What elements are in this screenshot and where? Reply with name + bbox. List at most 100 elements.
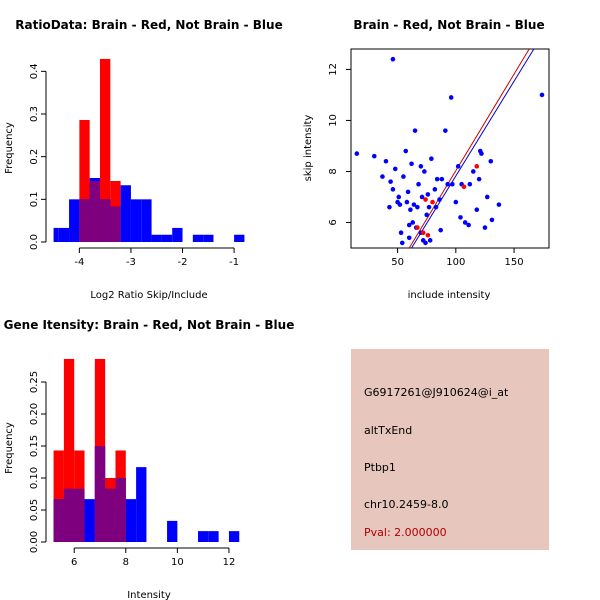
scatter-point-not-brain [470, 169, 476, 174]
scatter-point-brain [425, 232, 431, 238]
gene-symbol: Ptbp1 [364, 461, 396, 474]
scatter-point-not-brain [388, 179, 393, 184]
scatter-point-not-brain [489, 217, 495, 223]
ratio-hist-x-tick-label: -4 [74, 257, 84, 268]
scatter-point-not-brain [484, 194, 490, 200]
scatter-x-tick-label: 150 [505, 257, 524, 268]
scatter-point-not-brain [396, 194, 402, 200]
scatter-point-not-brain [437, 197, 442, 202]
scatter-ylabel: skip intensity [303, 115, 314, 182]
intensity-hist-x-tick-label: 8 [123, 557, 129, 568]
ratio-hist-y-tick-label: 0.3 [29, 106, 40, 122]
intensity-histogram-xlabel: Intensity [127, 590, 171, 600]
scatter-point-brain [420, 230, 426, 235]
intensity-hist-bar-not-brain [228, 531, 240, 542]
intensity-histogram-bars [53, 358, 240, 542]
scatter-point-not-brain [496, 202, 502, 207]
scatter-point-not-brain [427, 238, 433, 243]
ratio-hist-bar-overlap [89, 180, 100, 242]
ratio-hist-bar-overlap [100, 199, 111, 242]
scatter-point-not-brain [398, 230, 404, 235]
scatter-point-brain [423, 197, 428, 202]
scatter-point-not-brain [406, 235, 412, 241]
ratio-hist-y-tick-label: 0.2 [29, 149, 40, 165]
intensity-hist-y-tick-label: 0.15 [29, 435, 40, 457]
intensity-scatter-panel: Brain - Red, Not Brain - Blue 50 100 150 6 8… [303, 18, 550, 301]
scatter-point-not-brain [383, 158, 389, 164]
ratio-hist-y-tick-label: 0.4 [29, 63, 40, 79]
ratio-hist-bar-not-brain [58, 227, 70, 242]
intensity-histogram-panel: Gene Itensity: Brain - Red, Not Brain - … [4, 318, 295, 600]
scatter-point-not-brain [390, 56, 396, 62]
scatter-point-not-brain [479, 151, 484, 156]
probe-info-panel: G6917261@J910624@i_at altTxEnd Ptbp1 chr… [351, 349, 549, 550]
scatter-point-not-brain [424, 212, 430, 218]
scatter-point-not-brain [397, 202, 403, 207]
genomic-location: chr10.2459-8.0 [364, 498, 449, 511]
ratio-hist-bar-brain [79, 119, 90, 242]
ratio-histogram-axes: -4 -3 -2 -1 0.0 0.1 0.2 0.3 0.4 [29, 63, 239, 268]
scatter-point-not-brain [429, 156, 434, 162]
scatter-point-brain [415, 225, 420, 230]
scatter-point-not-brain [409, 161, 414, 167]
scatter-point-not-brain [425, 192, 431, 197]
scatter-point-not-brain [371, 153, 377, 159]
scatter-point-not-brain [439, 176, 445, 182]
scatter-point-not-brain [432, 187, 438, 192]
scatter-title: Brain - Red, Not Brain - Blue [353, 18, 544, 32]
scatter-point-not-brain [466, 222, 471, 228]
ratio-hist-bar-not-brain [69, 199, 80, 242]
scatter-y-tick-label: 12 [328, 63, 339, 76]
scatter-point-not-brain [448, 95, 454, 100]
ratio-hist-bar-brain [100, 58, 111, 243]
intensity-hist-bar-not-brain [84, 499, 95, 542]
scatter-point-not-brain [410, 220, 416, 225]
scatter-points [354, 56, 545, 246]
intensity-hist-x-tick-label: 10 [171, 557, 184, 568]
ratio-hist-y-tick-label: 0.1 [29, 191, 40, 207]
ratio-hist-bar-not-brain [130, 199, 142, 242]
scatter-y-tick-label: 8 [328, 168, 339, 174]
intensity-hist-y-tick-label: 0.20 [29, 403, 40, 425]
intensity-histogram-ylabel: Frequency [4, 422, 15, 474]
ratio-hist-x-tick-label: -2 [178, 257, 188, 268]
intensity-hist-bar-not-brain [167, 520, 178, 542]
scatter-axes: 50 100 150 6 8 10 12 [328, 63, 524, 268]
intensity-hist-y-tick-label: 0.00 [29, 531, 40, 553]
scatter-point-not-brain [422, 169, 427, 174]
ratio-histogram-title: RatioData: Brain - Red, Not Brain - Blue [15, 18, 282, 32]
scatter-point-not-brain [423, 240, 428, 246]
probe-id: G6917261@J910624@i_at [364, 386, 509, 399]
intensity-hist-bar-overlap [115, 478, 126, 542]
scatter-point-not-brain [405, 189, 411, 195]
scatter-point-not-brain [419, 194, 425, 200]
scatter-xlabel: include intensity [408, 290, 491, 301]
ratio-hist-bar-not-brain [120, 185, 131, 242]
ratio-hist-bar-not-brain [53, 227, 59, 242]
scatter-point-not-brain [453, 199, 459, 205]
scatter-point-not-brain [539, 92, 545, 98]
scatter-point-not-brain [467, 181, 473, 187]
intensity-hist-bar-brain [53, 450, 64, 542]
ratio-histogram-ylabel: Frequency [4, 122, 15, 174]
ratio-hist-bar-not-brain [151, 234, 162, 242]
scatter-point-not-brain [406, 222, 412, 228]
scatter-point-not-brain [416, 181, 421, 187]
scatter-plot-frame [350, 48, 550, 249]
intensity-histogram-title: Gene Itensity: Brain - Red, Not Brain - … [4, 318, 295, 332]
scatter-point-not-brain [390, 187, 396, 192]
ratio-histogram-xlabel: Log2 Ratio Skip/Include [90, 290, 207, 301]
scatter-point-not-brain [433, 204, 439, 210]
scatter-point-not-brain [415, 204, 420, 210]
ratio-histogram-panel: RatioData: Brain - Red, Not Brain - Blue… [4, 18, 283, 301]
intensity-hist-bar-not-brain [125, 499, 137, 542]
scatter-y-tick-label: 10 [328, 114, 339, 127]
ratio-hist-bar-overlap [110, 206, 121, 242]
scatter-point-not-brain [482, 225, 488, 230]
scatter-point-not-brain [354, 151, 360, 156]
ratio-hist-x-tick-label: -3 [126, 257, 136, 268]
intensity-hist-bar-overlap [74, 488, 85, 542]
scatter-point-not-brain [418, 164, 424, 169]
scatter-point-not-brain [445, 181, 450, 187]
